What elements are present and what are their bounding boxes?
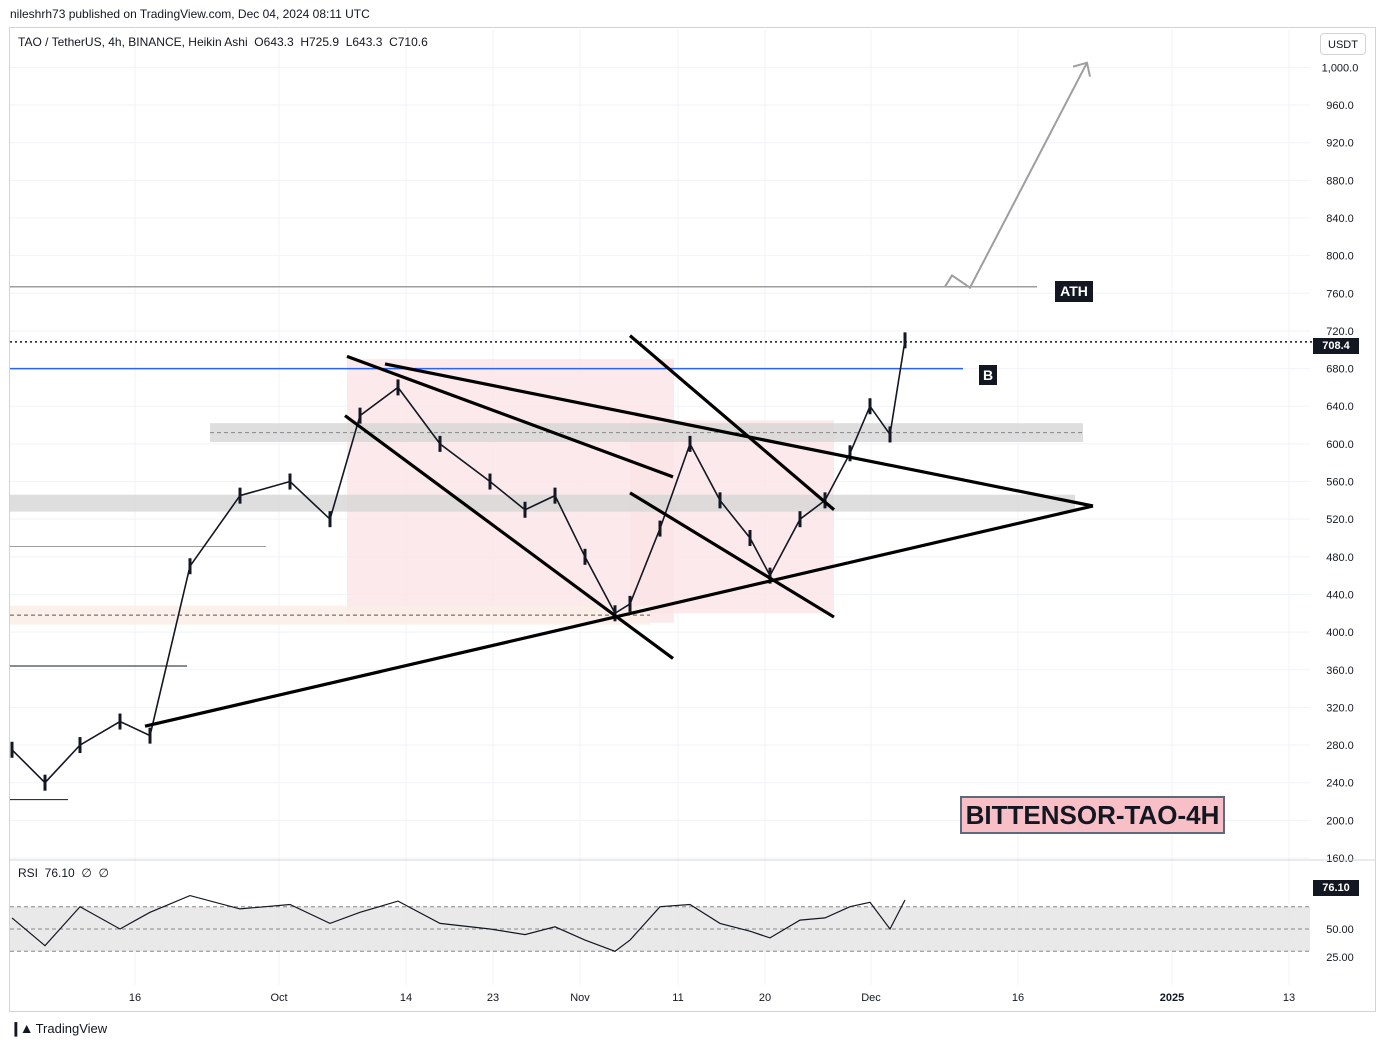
time-tick-label: 2025 — [1160, 992, 1184, 1004]
price-tick-label: 760.0 — [1326, 288, 1354, 300]
price-tick-label: 440.0 — [1326, 589, 1354, 601]
tradingview-brand[interactable]: ❙▲ TradingView — [10, 1020, 107, 1037]
rsi-line — [11, 894, 906, 952]
price-tick-label: 360.0 — [1326, 665, 1354, 677]
channel-lower-line-1 — [344, 414, 674, 660]
rsi-tick-label: 25.00 — [1326, 952, 1354, 964]
price-tick-label: 720.0 — [1326, 326, 1354, 338]
price-tick-label: 680.0 — [1326, 364, 1354, 376]
projection-arrowhead — [1072, 61, 1091, 77]
time-tick-label: 16 — [1012, 992, 1024, 1004]
price-tick-label: 160.0 — [1326, 853, 1354, 865]
price-tick-label: 800.0 — [1326, 251, 1354, 263]
time-tick-label: Nov — [570, 992, 590, 1004]
triangle-lower-trendline — [144, 504, 1094, 728]
axes: 1,000.0 960.0 920.0 880.0 840.0 800.0 760.0 720… — [10, 62, 1376, 1004]
rsi-panel — [10, 894, 1310, 952]
price-tick-label: 520.0 — [1326, 514, 1354, 526]
price-tick-label: 600.0 — [1326, 439, 1354, 451]
brand-label: TradingView — [35, 1021, 108, 1036]
time-tick-label: 20 — [759, 992, 771, 1004]
horizontal-levels — [10, 285, 1313, 801]
time-tick-label: Dec — [861, 992, 881, 1004]
price-tick-label: 640.0 — [1326, 401, 1354, 413]
time-tick-label: 14 — [400, 992, 412, 1004]
rsi-tick-label: 50.00 — [1326, 924, 1354, 936]
projection-arrow — [944, 62, 1088, 290]
price-tick-label: 880.0 — [1326, 175, 1354, 187]
rsi-band — [10, 906, 1310, 952]
price-tick-label: 400.0 — [1326, 627, 1354, 639]
b-label: B — [979, 365, 997, 385]
time-tick-label: Oct — [270, 992, 287, 1004]
highlight-zones — [10, 359, 1083, 625]
time-tick-label: 16 — [129, 992, 141, 1004]
symbol-legend: TAO / TetherUS, 4h, BINANCE, Heikin Ashi… — [18, 35, 428, 49]
trendline-drawings — [144, 61, 1094, 728]
chart-title-box: BITTENSOR-TAO-4H — [960, 796, 1225, 834]
channel-upper-line-2 — [628, 334, 836, 511]
ath-label: ATH — [1055, 281, 1093, 302]
price-tick-label: 1,000.0 — [1322, 62, 1359, 74]
channel-upper-line-1 — [346, 354, 674, 479]
time-tick-label: 11 — [672, 992, 683, 1004]
triangle-upper-trendline — [384, 362, 1094, 508]
price-tick-label: 280.0 — [1326, 740, 1354, 752]
publisher-text: nileshrh73 published on TradingView.com,… — [10, 7, 370, 21]
price-tick-label: 920.0 — [1326, 138, 1354, 150]
price-tick-label: 240.0 — [1326, 778, 1354, 790]
rsi-legend: RSI 76.10 ∅ ∅ — [18, 866, 109, 880]
last-price-label: 708.4 — [1313, 338, 1359, 354]
price-tick-label: 960.0 — [1326, 100, 1354, 112]
price-tick-label: 840.0 — [1326, 213, 1354, 225]
price-tick-label: 560.0 — [1326, 477, 1354, 489]
price-series — [10, 332, 907, 791]
price-tick-label: 480.0 — [1326, 552, 1354, 564]
time-tick-label: 23 — [487, 992, 499, 1004]
support-band — [10, 605, 650, 625]
tradingview-logo-icon: ❙▲ — [10, 1020, 34, 1036]
rsi-value-label: 76.10 — [1313, 880, 1359, 896]
chart-frame — [9, 27, 1376, 1012]
currency-button[interactable]: USDT — [1320, 33, 1366, 55]
pink-zone-left — [347, 359, 674, 623]
price-tick-label: 320.0 — [1326, 702, 1354, 714]
channel-lower-line-2 — [629, 491, 835, 619]
time-tick-label: 13 — [1283, 992, 1295, 1004]
price-tick-label: 200.0 — [1326, 815, 1354, 827]
grey-band-lower — [10, 494, 1075, 512]
